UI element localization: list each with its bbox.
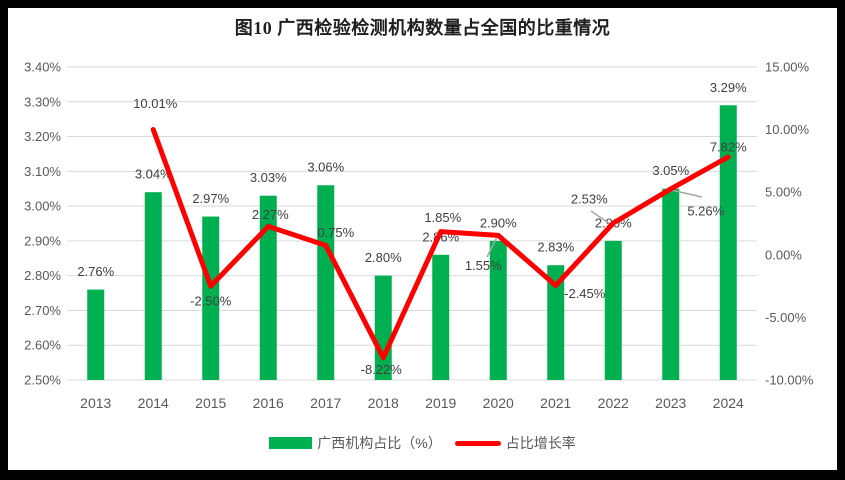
- bar-label-2024: 3.29%: [710, 80, 747, 95]
- bar-2014: [144, 192, 162, 380]
- left-axis-tick: 2.90%: [24, 233, 61, 248]
- legend-bar-swatch-icon: [269, 437, 313, 449]
- bar-label-2015: 2.97%: [192, 191, 229, 206]
- left-axis-tick: 3.40%: [24, 60, 61, 75]
- line-label-2016: 2.27%: [252, 207, 289, 222]
- bar-2024: [719, 105, 737, 380]
- label-leader-line: [486, 236, 498, 258]
- line-label-2024: 7.82%: [710, 139, 747, 154]
- label-leader-line: [590, 210, 614, 227]
- bar-label-2021: 2.83%: [537, 240, 574, 255]
- x-axis-label-2018: 2018: [368, 395, 399, 411]
- x-axis-label-2015: 2015: [195, 395, 226, 411]
- line-label-2019: 1.85%: [424, 210, 461, 225]
- bar-label-2018: 2.80%: [365, 250, 402, 265]
- line-label-2023: 5.26%: [687, 203, 724, 218]
- label-leader-line: [670, 189, 703, 198]
- left-axis-tick: 3.20%: [24, 129, 61, 144]
- legend-line-swatch-icon: [454, 440, 501, 446]
- line-label-2018: -8.22%: [361, 362, 403, 377]
- bar-2023: [662, 188, 680, 380]
- line-label-2021: -2.45%: [564, 286, 606, 301]
- bar-label-2017: 3.06%: [307, 160, 344, 175]
- left-axis-tick: 3.00%: [24, 199, 61, 214]
- bar-2015: [202, 216, 220, 380]
- bar-2017: [317, 185, 335, 380]
- x-axis-label-2013: 2013: [80, 395, 111, 411]
- bar-label-2014: 3.04%: [135, 167, 172, 182]
- x-axis-label-2024: 2024: [713, 395, 744, 411]
- bar-label-2013: 2.76%: [77, 264, 114, 279]
- right-axis-tick: 15.00%: [765, 60, 810, 75]
- bar-2019: [432, 254, 450, 380]
- bar-label-2023: 3.05%: [652, 163, 689, 178]
- bar-label-2016: 3.03%: [250, 170, 287, 185]
- line-label-2017: 0.75%: [317, 225, 354, 240]
- left-axis-tick: 2.70%: [24, 303, 61, 318]
- line-label-2020: 1.55%: [465, 258, 502, 273]
- chart-title: 图10 广西检验检测机构数量占全国的比重情况: [234, 18, 611, 38]
- left-axis-tick: 2.80%: [24, 268, 61, 283]
- line-label-2014: 10.01%: [133, 96, 178, 111]
- right-axis-tick: -10.00%: [765, 373, 814, 388]
- left-axis-tick: 3.30%: [24, 94, 61, 109]
- left-axis-tick: 2.50%: [24, 373, 61, 388]
- legend-line-label: 占比增长率: [505, 435, 576, 451]
- right-axis-tick: -5.00%: [765, 310, 807, 325]
- right-axis-tick: 5.00%: [765, 185, 802, 200]
- bar-label-2020: 2.90%: [480, 215, 517, 230]
- right-axis-tick: 0.00%: [765, 247, 802, 262]
- x-axis-label-2016: 2016: [253, 395, 284, 411]
- x-axis-label-2021: 2021: [540, 395, 571, 411]
- x-axis-label-2019: 2019: [425, 395, 456, 411]
- right-axis-tick: 10.00%: [765, 122, 810, 137]
- left-axis-tick: 3.10%: [24, 164, 61, 179]
- left-axis-tick: 2.60%: [24, 338, 61, 353]
- x-axis-label-2022: 2022: [598, 395, 629, 411]
- bar-2021: [547, 265, 565, 380]
- x-axis-label-2023: 2023: [655, 395, 686, 411]
- bar-2022: [604, 240, 622, 380]
- legend: 广西机构占比（%） 占比增长率: [0, 433, 845, 453]
- line-label-2015: -2.50%: [190, 294, 232, 309]
- line-label-2022: 2.53%: [571, 192, 608, 207]
- bar-2013: [87, 289, 105, 380]
- bar-2020: [489, 240, 507, 380]
- x-axis-label-2020: 2020: [483, 395, 514, 411]
- growth-rate-line: [150, 126, 731, 361]
- x-axis-label-2014: 2014: [138, 395, 169, 411]
- legend-bar-label: 广西机构占比（%）: [317, 435, 442, 451]
- x-axis-label-2017: 2017: [310, 395, 341, 411]
- bar-2016: [259, 195, 277, 380]
